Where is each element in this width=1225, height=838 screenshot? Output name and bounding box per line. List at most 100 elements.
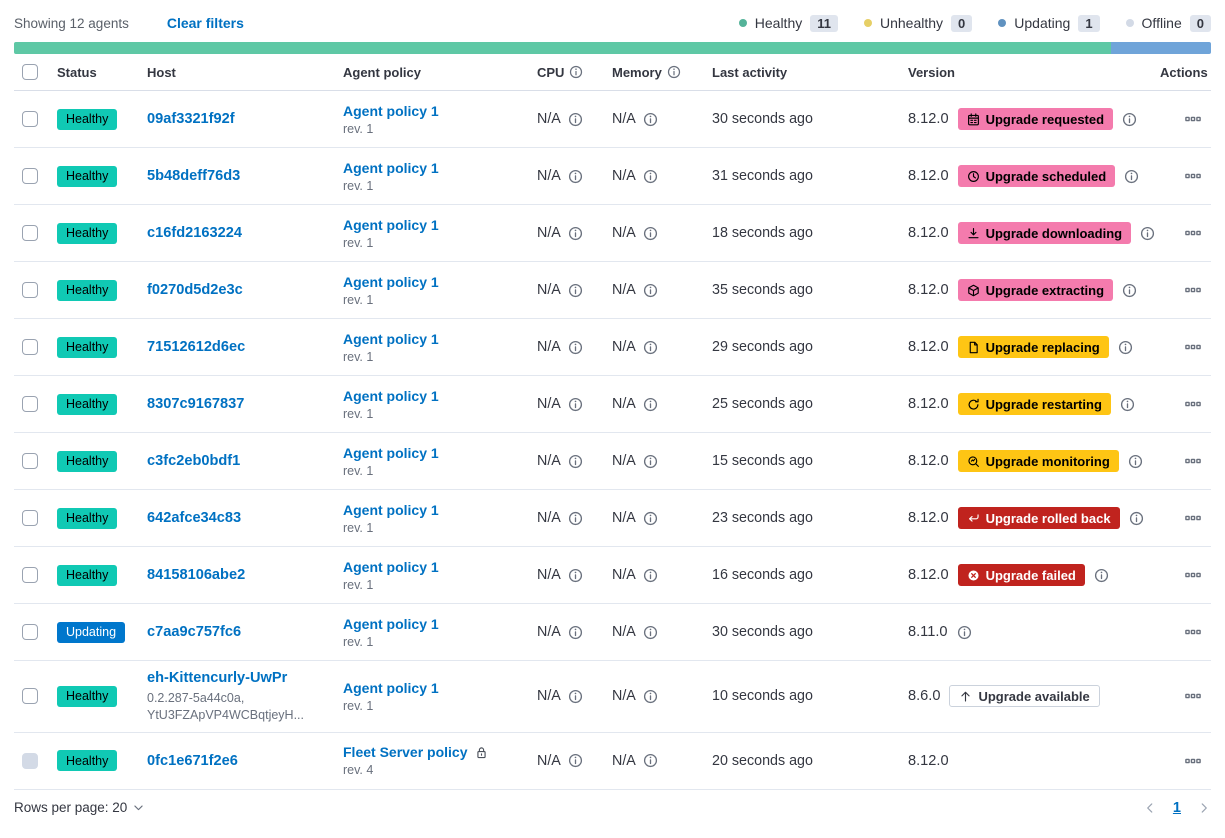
memory-value: N/A <box>612 396 636 412</box>
upgrade-badge-label: Upgrade downloading <box>985 225 1123 241</box>
status-badge: Healthy <box>57 336 118 358</box>
row-checkbox[interactable] <box>22 168 38 184</box>
host-link[interactable]: f0270d5d2e3c <box>147 282 243 298</box>
policy-link[interactable]: Agent policy 1 <box>343 159 439 176</box>
host-link[interactable]: 0fc1e671f2e6 <box>147 752 238 769</box>
row-checkbox[interactable] <box>22 339 38 355</box>
host-link[interactable]: c16fd2163224 <box>147 225 242 241</box>
policy-link[interactable]: Fleet Server policy <box>343 744 468 761</box>
row-checkbox[interactable] <box>22 624 38 640</box>
info-icon[interactable] <box>568 689 583 704</box>
row-checkbox[interactable] <box>22 510 38 526</box>
row-checkbox[interactable] <box>22 225 38 241</box>
upgrade-badge: Upgrade downloading <box>957 222 1132 244</box>
info-icon[interactable] <box>568 511 583 526</box>
policy-link[interactable]: Agent policy 1 <box>343 330 439 347</box>
row-checkbox[interactable] <box>22 453 38 469</box>
policy-link[interactable]: Agent policy 1 <box>343 558 439 575</box>
info-icon[interactable] <box>643 169 658 184</box>
info-icon[interactable] <box>568 112 583 127</box>
info-icon[interactable] <box>569 65 583 79</box>
row-checkbox[interactable] <box>22 396 38 412</box>
actions-button[interactable] <box>1181 221 1205 245</box>
policy-link[interactable]: Agent policy 1 <box>343 501 439 518</box>
version-info-icon[interactable] <box>1140 226 1155 241</box>
actions-button[interactable] <box>1181 620 1205 644</box>
next-page-button[interactable] <box>1197 801 1211 815</box>
info-icon[interactable] <box>643 454 658 469</box>
actions-button[interactable] <box>1181 392 1205 416</box>
policy-link[interactable]: Agent policy 1 <box>343 444 439 461</box>
info-icon[interactable] <box>568 169 583 184</box>
cpu-value: N/A <box>537 396 561 412</box>
version-value: 8.12.0 <box>908 396 949 412</box>
version-info-icon[interactable] <box>957 625 972 640</box>
info-icon[interactable] <box>568 340 583 355</box>
version-info-icon[interactable] <box>1122 283 1137 298</box>
version-info-icon[interactable] <box>1129 511 1144 526</box>
actions-button[interactable] <box>1181 684 1205 708</box>
version-info-icon[interactable] <box>1118 340 1133 355</box>
info-icon[interactable] <box>568 454 583 469</box>
actions-button[interactable] <box>1181 506 1205 530</box>
info-icon[interactable] <box>643 753 658 768</box>
host-link[interactable]: 642afce34c83 <box>147 510 242 526</box>
info-icon[interactable] <box>568 568 583 583</box>
actions-button[interactable] <box>1181 107 1205 131</box>
actions-button[interactable] <box>1181 749 1205 773</box>
policy-link[interactable]: Agent policy 1 <box>343 615 439 632</box>
host-link[interactable]: c3fc2eb0bdf1 <box>147 453 241 469</box>
policy-link[interactable]: Agent policy 1 <box>343 102 439 119</box>
policy-link[interactable]: Agent policy 1 <box>343 216 439 233</box>
info-icon[interactable] <box>643 689 658 704</box>
info-icon[interactable] <box>643 340 658 355</box>
info-icon[interactable] <box>667 65 681 79</box>
policy-link[interactable]: Agent policy 1 <box>343 679 439 696</box>
host-link[interactable]: c7aa9c757fc6 <box>147 624 242 640</box>
version-info-icon[interactable] <box>1122 112 1137 127</box>
previous-page-button[interactable] <box>1143 801 1157 815</box>
info-icon[interactable] <box>568 226 583 241</box>
version-info-icon[interactable] <box>1094 568 1109 583</box>
info-icon[interactable] <box>643 112 658 127</box>
clear-filters-link[interactable]: Clear filters <box>166 15 244 31</box>
info-icon[interactable] <box>568 625 583 640</box>
host-link[interactable]: eh-Kittencurly-UwPr <box>147 670 288 686</box>
info-icon[interactable] <box>643 226 658 241</box>
error-icon <box>967 569 980 582</box>
actions-button[interactable] <box>1181 278 1205 302</box>
version-value: 8.12.0 <box>908 168 949 184</box>
host-link[interactable]: 8307c9167837 <box>147 396 245 412</box>
info-icon[interactable] <box>643 568 658 583</box>
info-icon[interactable] <box>643 511 658 526</box>
row-checkbox[interactable] <box>22 567 38 583</box>
row-checkbox[interactable] <box>22 688 38 705</box>
version-info-icon[interactable] <box>1128 454 1143 469</box>
host-link[interactable]: 71512612d6ec <box>147 339 246 355</box>
page-number-1[interactable]: 1 <box>1172 799 1181 816</box>
info-icon[interactable] <box>568 753 583 768</box>
table-row: Healthy f0270d5d2e3c Agent policy 1 rev.… <box>14 262 1211 319</box>
info-icon[interactable] <box>568 283 583 298</box>
actions-button[interactable] <box>1181 335 1205 359</box>
version-info-icon[interactable] <box>1124 169 1139 184</box>
actions-button[interactable] <box>1181 164 1205 188</box>
info-icon[interactable] <box>643 625 658 640</box>
row-checkbox[interactable] <box>22 111 38 127</box>
info-icon[interactable] <box>643 283 658 298</box>
actions-button[interactable] <box>1181 563 1205 587</box>
rows-per-page-button[interactable]: Rows per page: 20 <box>14 800 145 815</box>
info-icon[interactable] <box>643 397 658 412</box>
policy-link[interactable]: Agent policy 1 <box>343 387 439 404</box>
host-link[interactable]: 09af3321f92f <box>147 111 235 127</box>
policy-link[interactable]: Agent policy 1 <box>343 273 439 290</box>
row-checkbox[interactable] <box>22 752 38 769</box>
actions-button[interactable] <box>1181 449 1205 473</box>
host-link[interactable]: 5b48deff76d3 <box>147 168 241 184</box>
info-icon[interactable] <box>568 397 583 412</box>
select-all-checkbox[interactable] <box>22 64 38 80</box>
row-checkbox[interactable] <box>22 282 38 298</box>
host-link[interactable]: 84158106abe2 <box>147 567 246 583</box>
version-info-icon[interactable] <box>1120 397 1135 412</box>
policy-revision: rev. 1 <box>343 577 374 592</box>
